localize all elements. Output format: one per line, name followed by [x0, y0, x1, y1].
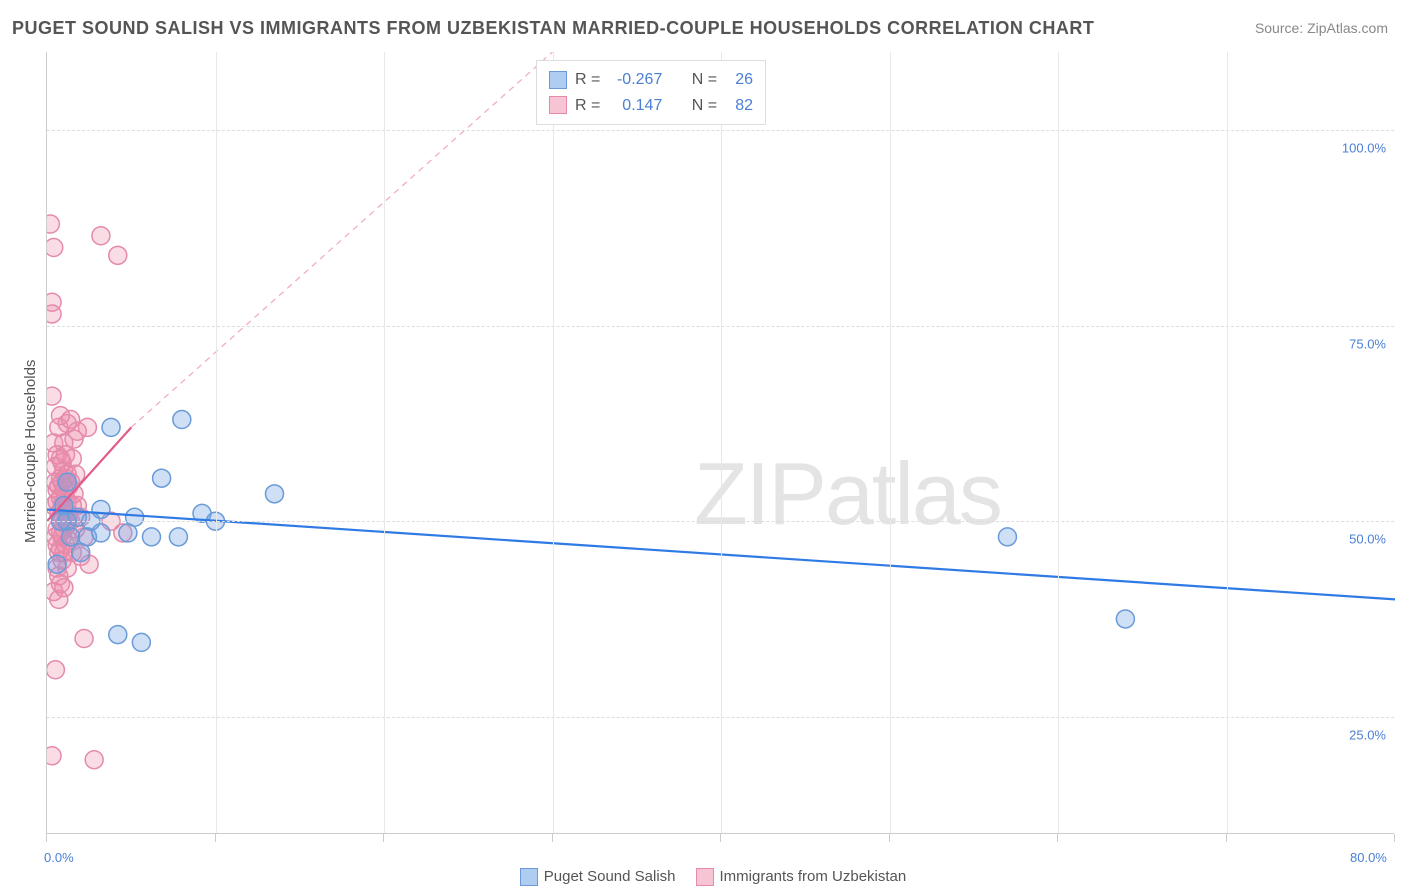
data-point	[1116, 610, 1134, 628]
y-tick-label: 75.0%	[1349, 336, 1386, 351]
data-point	[92, 227, 110, 245]
plot-area: ZIPatlas 25.0%50.0%75.0%100.0%	[46, 52, 1394, 834]
gridline-v	[216, 52, 217, 833]
legend-swatch	[520, 868, 538, 886]
legend-bottom: Puget Sound Salish Immigrants from Uzbeki…	[0, 868, 1406, 886]
data-point	[109, 626, 127, 644]
y-tick-label: 50.0%	[1349, 532, 1386, 547]
x-tick-label-min: 0.0%	[44, 850, 74, 865]
data-point	[63, 450, 81, 468]
gridline-v	[553, 52, 554, 833]
x-tick	[215, 834, 216, 842]
data-point	[47, 239, 63, 257]
legend-label: Puget Sound Salish	[544, 868, 676, 885]
source-attribution: Source: ZipAtlas.com	[1255, 20, 1388, 36]
stats-swatch	[549, 71, 567, 89]
legend-swatch	[696, 868, 714, 886]
trend-extrapolation	[131, 52, 552, 427]
stats-box: R = -0.267 N = 26R = 0.147 N = 82	[536, 60, 766, 125]
stats-r-label: R =	[575, 67, 600, 93]
data-point	[78, 418, 96, 436]
data-point	[85, 751, 103, 769]
legend-label: Immigrants from Uzbekistan	[720, 868, 907, 885]
chart-title: PUGET SOUND SALISH VS IMMIGRANTS FROM UZ…	[12, 18, 1094, 39]
data-point	[92, 500, 110, 518]
data-point	[75, 630, 93, 648]
gridline-v	[1058, 52, 1059, 833]
stats-r-label: R =	[575, 93, 600, 119]
data-point	[173, 411, 191, 429]
y-tick-label: 25.0%	[1349, 727, 1386, 742]
x-tick	[1226, 834, 1227, 842]
data-point	[998, 528, 1016, 546]
data-point	[47, 747, 61, 765]
chart-container: PUGET SOUND SALISH VS IMMIGRANTS FROM UZ…	[0, 0, 1406, 892]
data-point	[72, 543, 90, 561]
data-point	[92, 524, 110, 542]
x-tick	[552, 834, 553, 842]
data-point	[169, 528, 187, 546]
data-point	[58, 473, 76, 491]
data-point	[48, 555, 66, 573]
x-tick	[720, 834, 721, 842]
data-point	[47, 215, 59, 233]
data-point	[47, 387, 61, 405]
stats-n-value: 82	[725, 93, 753, 119]
y-tick-label: 100.0%	[1342, 141, 1386, 156]
y-axis-title: Married-couple Households	[22, 360, 39, 543]
data-point	[55, 579, 73, 597]
data-point	[153, 469, 171, 487]
x-tick	[1057, 834, 1058, 842]
x-tick-label-max: 80.0%	[1350, 850, 1387, 865]
stats-n-label: N =	[692, 93, 717, 119]
stats-r-value: -0.267	[608, 67, 662, 93]
gridline-v	[384, 52, 385, 833]
x-tick	[1394, 834, 1395, 842]
stats-n-value: 26	[725, 67, 753, 93]
stats-row: R = -0.267 N = 26	[549, 67, 753, 93]
data-point	[62, 528, 80, 546]
stats-n-label: N =	[692, 67, 717, 93]
gridline-v	[1227, 52, 1228, 833]
stats-swatch	[549, 96, 567, 114]
data-point	[109, 246, 127, 264]
gridline-v	[890, 52, 891, 833]
data-point	[126, 508, 144, 526]
data-point	[47, 661, 64, 679]
data-point	[265, 485, 283, 503]
stats-r-value: 0.147	[608, 93, 662, 119]
data-point	[132, 633, 150, 651]
data-point	[47, 305, 61, 323]
stats-row: R = 0.147 N = 82	[549, 93, 753, 119]
x-tick	[889, 834, 890, 842]
x-tick	[383, 834, 384, 842]
gridline-v	[721, 52, 722, 833]
data-point	[142, 528, 160, 546]
x-tick	[46, 834, 47, 842]
data-point	[102, 418, 120, 436]
